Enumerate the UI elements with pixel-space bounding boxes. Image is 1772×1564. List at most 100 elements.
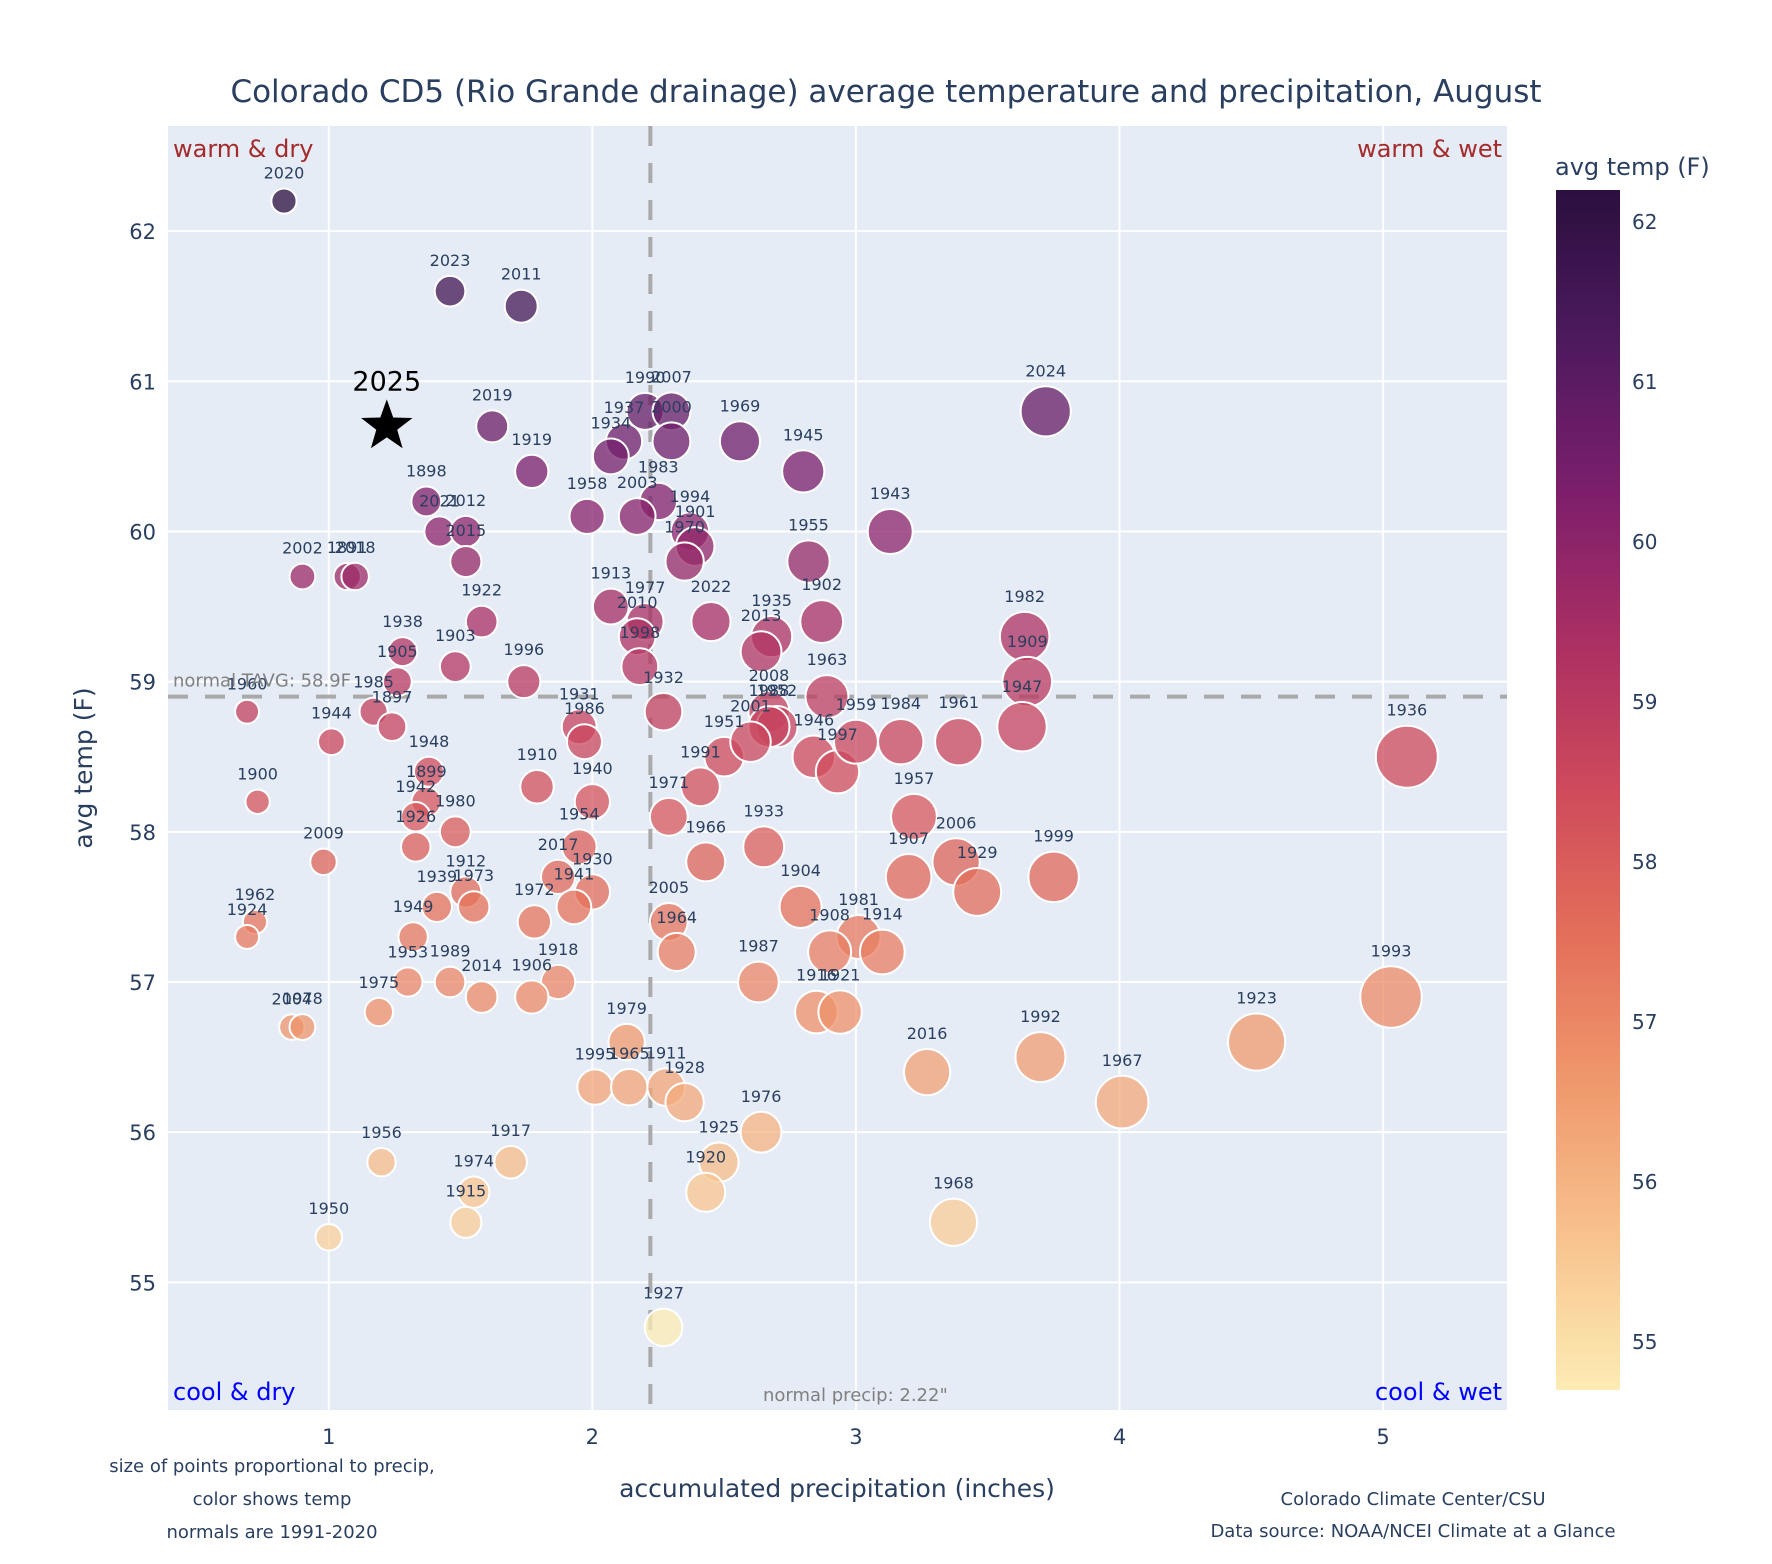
data-label-1938: 1938 [382,612,423,631]
data-point-2000 [651,421,692,462]
data-point-2023 [433,274,467,308]
colorbar-tick-label: 59 [1632,690,1657,714]
data-point-1941 [555,888,593,926]
data-point-2018 [340,561,370,592]
data-label-1982: 1982 [1004,587,1045,606]
data-label-1919: 1919 [511,430,552,449]
x-tick-label: 2 [586,1425,599,1449]
data-point-1932 [643,691,684,732]
data-label-2010: 2010 [617,593,658,612]
data-label-2024: 2024 [1025,361,1066,380]
data-point-1915 [449,1205,483,1239]
data-point-1947 [996,701,1048,753]
data-label-1999: 1999 [1033,827,1074,846]
y-tick-label: 56 [129,1121,156,1145]
data-point-1971 [648,796,689,837]
data-label-1963: 1963 [807,650,848,669]
data-label-2004: 2004 [272,989,313,1008]
data-label-2011: 2011 [501,265,542,284]
data-point-1995 [576,1068,614,1106]
data-label-1920: 1920 [685,1148,726,1167]
x-tick-label: 1 [322,1425,335,1449]
data-point-1954 [560,828,598,866]
data-label-1923: 1923 [1236,989,1277,1008]
data-point-1904 [778,884,823,929]
data-point-1922 [464,604,499,639]
data-point-1927 [643,1307,684,1348]
data-point-1924 [234,923,261,950]
colorbar-tick-label: 56 [1632,1170,1657,1194]
data-label-1898: 1898 [406,462,447,481]
data-label-1926: 1926 [395,807,436,826]
data-label-1916: 1916 [796,966,837,985]
data-point-1956 [366,1147,397,1178]
data-label-1987: 1987 [738,937,779,956]
data-label-1952: 1952 [757,681,798,700]
data-label-2023: 2023 [430,251,471,270]
y-tick-label: 62 [129,220,156,244]
data-point-2013 [739,630,783,674]
data-label-1969: 1969 [720,396,761,415]
data-label-1993: 1993 [1371,941,1412,960]
data-label-2013: 2013 [741,606,782,625]
data-point-1966 [685,841,727,883]
y-tick-label: 59 [129,671,156,695]
data-point-1989 [433,965,467,999]
data-point-1938 [387,636,419,668]
data-label-2006: 2006 [936,813,977,832]
data-point-1918 [540,963,577,1001]
data-label-2016: 2016 [907,1024,948,1043]
data-label-1983: 1983 [638,458,679,477]
colorbar-tick-label: 57 [1632,1010,1657,1034]
data-point-1949 [397,921,429,953]
data-point-1902 [799,599,845,644]
data-label-1946: 1946 [793,710,834,729]
data-label-1977: 1977 [625,578,666,597]
data-label-1953: 1953 [388,942,429,961]
data-label-1904: 1904 [780,861,821,880]
footnote-left-line-3: normals are 1991-2020 [166,1522,377,1543]
colorbar-title: avg temp (F) [1555,153,1710,181]
data-point-1944 [317,727,346,757]
highlight-2025: 2025 [352,366,421,449]
data-label-1971: 1971 [648,773,689,792]
data-label-1940: 1940 [572,759,613,778]
normal-precip-label: normal precip: 2.22" [763,1385,948,1406]
normal-temp-label: normal TAVG: 58.9F [173,671,351,692]
data-point-1926 [400,831,432,863]
data-label-1956: 1956 [361,1123,402,1142]
data-point-1897 [376,711,408,743]
data-point-1972 [516,904,553,940]
data-label-1972: 1972 [514,880,555,899]
data-label-1910: 1910 [517,745,558,764]
star-marker-2025 [361,399,413,449]
data-point-2009 [309,847,338,877]
data-label-2020: 2020 [264,164,305,183]
data-label-1927: 1927 [643,1284,684,1303]
data-label-1891: 1891 [327,538,368,557]
data-label-1921: 1921 [820,965,861,984]
colorbar-tick-label: 61 [1632,370,1657,394]
quadrant-label-cool-dry: cool & dry [173,1378,296,1406]
data-label-1930: 1930 [572,849,613,868]
quadrant-label-warm-wet: warm & wet [1357,135,1502,163]
data-point-1920 [685,1171,727,1213]
data-label-1997: 1997 [817,725,858,744]
data-point-1957 [890,792,938,841]
x-axis-ticks: 1 2 3 4 5 [322,1425,1390,1449]
data-point-1900 [244,788,271,815]
data-point-1973 [457,890,491,924]
y-axis-ticks: 55 56 57 58 59 60 61 62 [129,220,156,1295]
data-point-1940 [573,783,612,821]
data-label-1950: 1950 [308,1199,349,1218]
data-label-1984: 1984 [880,694,921,713]
data-label-1902: 1902 [801,575,842,594]
data-label-1899: 1899 [406,762,447,781]
data-point-1914 [858,928,906,976]
point-labels: 2020 2023 2011 2024 2019 1919 1969 1945 19902007… [227,164,1427,1303]
data-point-1979 [607,1022,646,1062]
data-label-1976: 1976 [741,1087,782,1106]
data-label-1978: 1978 [282,989,323,1008]
data-label-1934: 1934 [590,413,631,432]
data-point-1978 [288,1013,317,1041]
